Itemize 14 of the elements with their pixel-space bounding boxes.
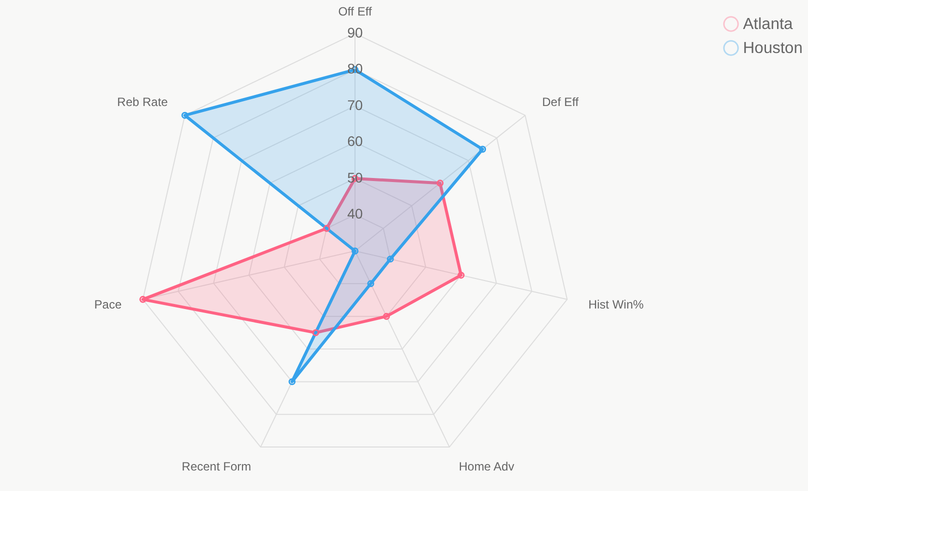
spoke-label: Def Eff (542, 94, 580, 109)
y-tick-label: 60 (347, 133, 363, 150)
spoke-label: Hist Win% (588, 297, 644, 312)
y-tick-label: 90 (347, 24, 363, 40)
spoke-label: Pace (94, 297, 122, 312)
y-tick-label: 80 (347, 60, 363, 77)
spoke-label: Off Eff (338, 4, 372, 19)
y-tick-label: 70 (347, 96, 363, 113)
spoke-label: Home Adv (458, 460, 514, 474)
y-tick-label: 40 (347, 206, 363, 222)
spoke-label: Recent Form (182, 460, 252, 474)
legend-label: Houston (743, 40, 803, 57)
spoke-label: Reb Rate (117, 94, 168, 109)
legend-label: Atlanta (743, 16, 793, 33)
